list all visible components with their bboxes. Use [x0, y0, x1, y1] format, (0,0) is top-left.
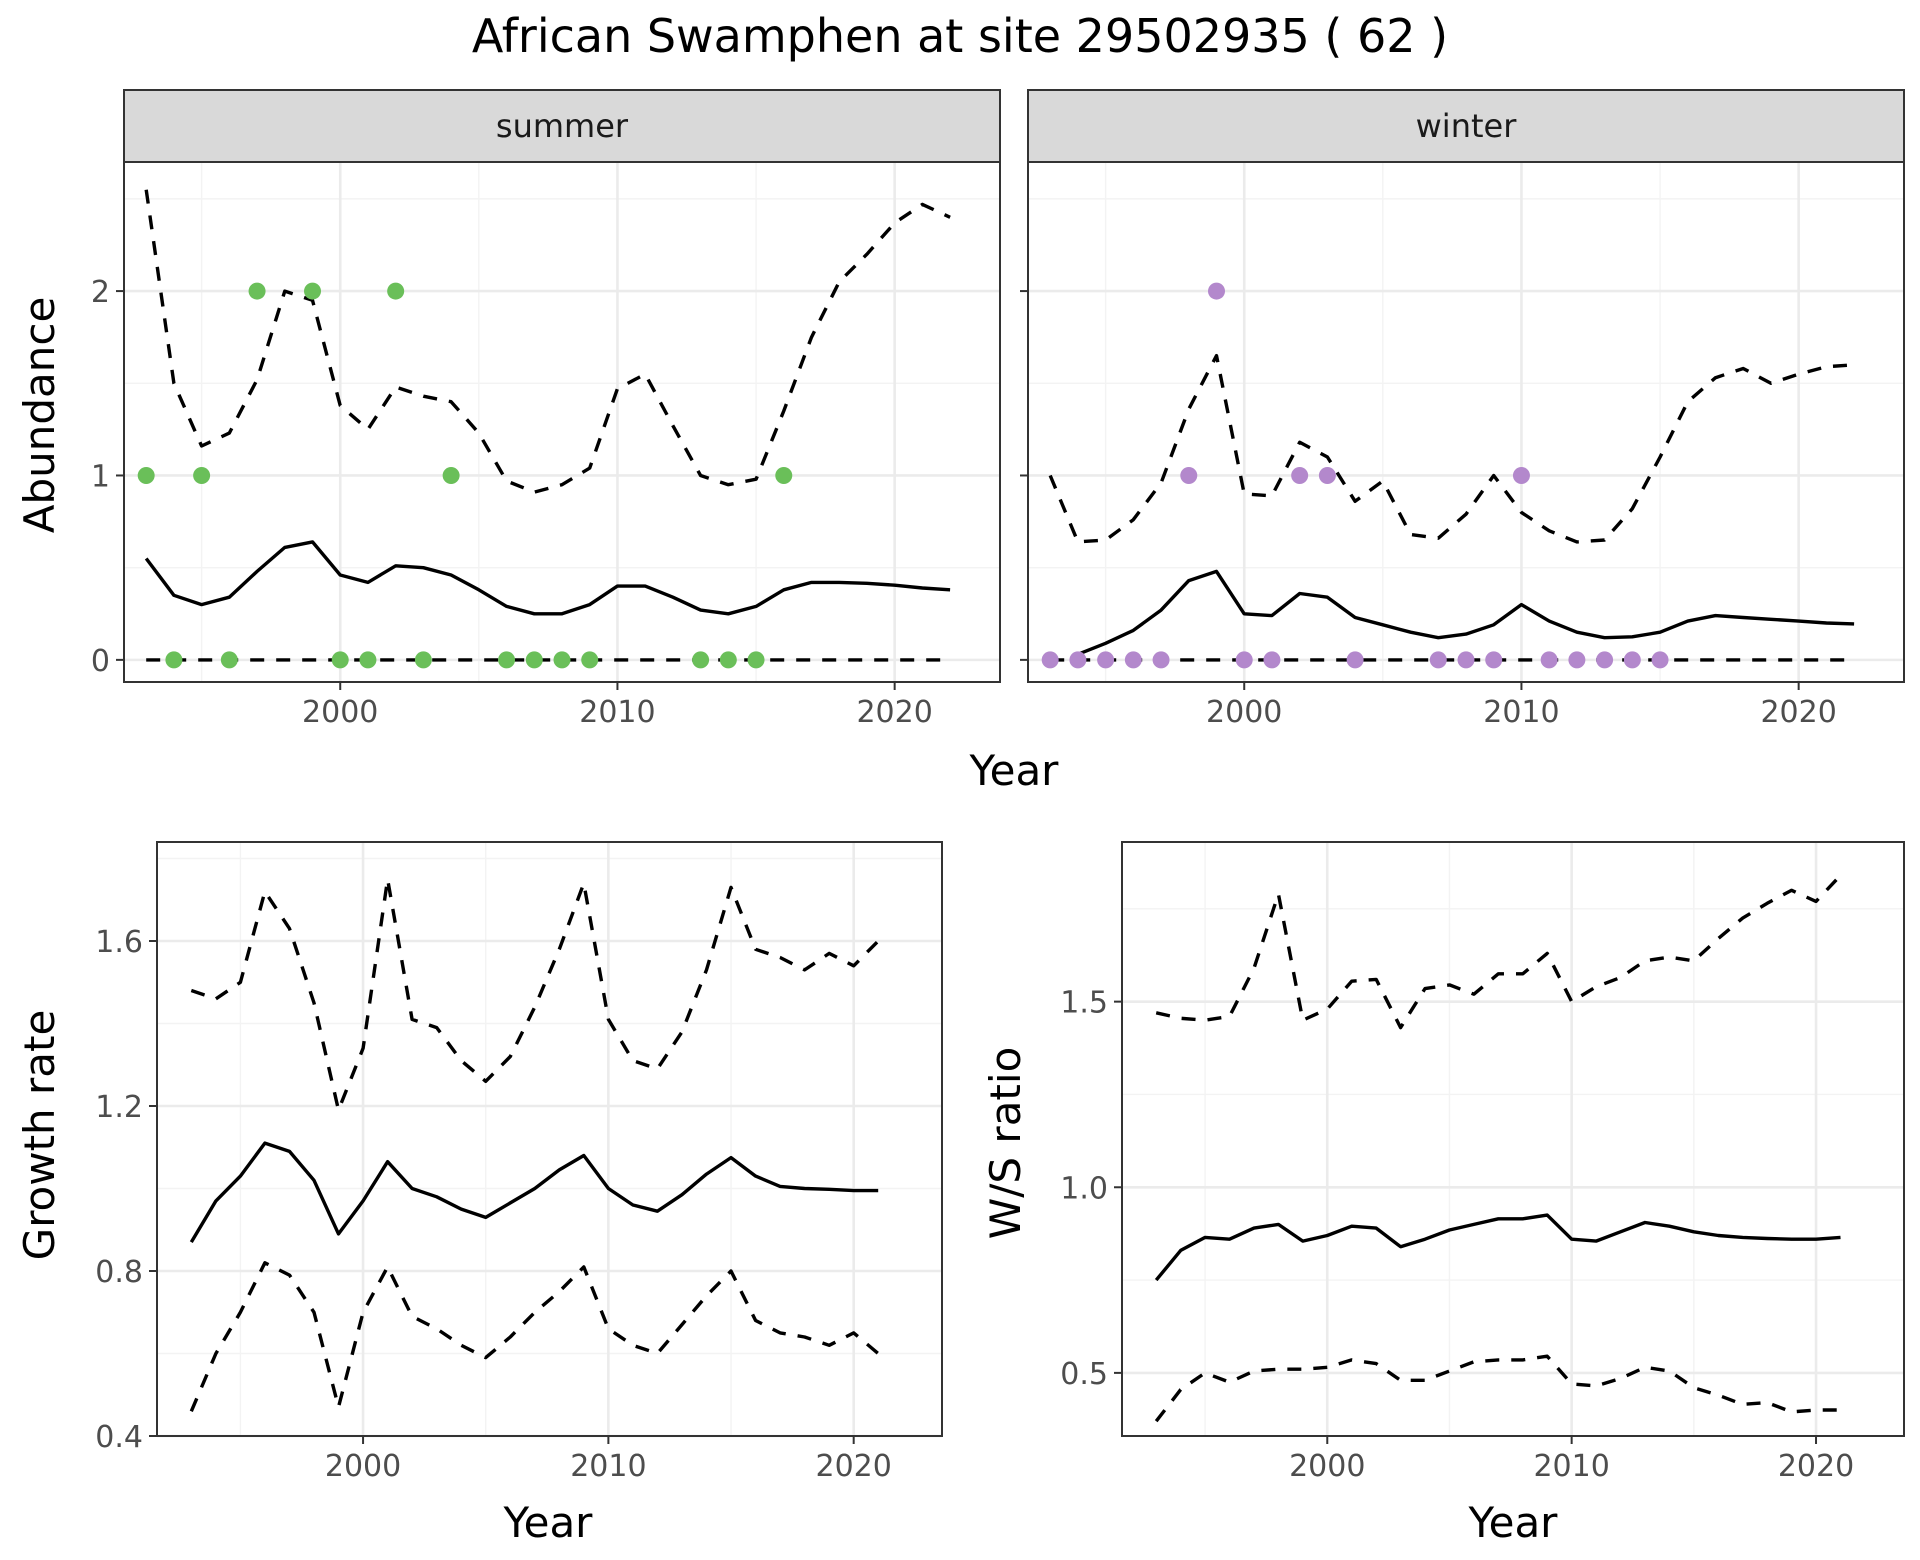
- y-tick-label: 0.5: [1060, 1357, 1108, 1392]
- y-tick-label: 0.4: [95, 1420, 143, 1455]
- series-line-estimate: [1154, 1213, 1841, 1282]
- observation-point: [1180, 466, 1198, 484]
- observation-point: [719, 651, 737, 669]
- y-tick-label: 0.8: [95, 1255, 143, 1290]
- y-tick-label: 1.5: [1060, 986, 1108, 1021]
- series-line-estimate: [189, 1141, 879, 1243]
- series-line-estimate: [144, 540, 951, 616]
- series-line-upper: [190, 877, 880, 1112]
- panel-border: [1121, 841, 1905, 1437]
- x-tick-label: 2020: [1778, 1449, 1854, 1484]
- y-tick-label: 2: [91, 275, 110, 310]
- observation-point: [442, 466, 460, 484]
- plot-background: [1028, 162, 1904, 682]
- abundance-y-axis-label: Abundance: [15, 297, 64, 534]
- series-line-upper: [144, 189, 951, 494]
- x-tick-label: 2000: [1289, 1449, 1365, 1484]
- observation-point: [1097, 651, 1115, 669]
- observation-point: [1346, 651, 1364, 669]
- x-tick-label: 2010: [1483, 695, 1559, 730]
- panel-border: [156, 841, 943, 1437]
- ws-ratio-y-axis-label: W/S ratio: [981, 1047, 1030, 1240]
- series-line-lower: [1154, 1354, 1841, 1423]
- facet-strip-summer: [123, 89, 1001, 163]
- growth-rate-x-axis-label: Year: [503, 1498, 594, 1547]
- x-tick-label: 2020: [856, 695, 932, 730]
- abundance-summer-plot: 2000 2010 2020 0 1 2: [91, 161, 1001, 730]
- x-tick-label: 2000: [325, 1449, 401, 1484]
- ws-ratio-plot: 2000 2010 2020 0.5 1.0 1.5: [1060, 841, 1905, 1484]
- x-tick-label: 2020: [1760, 695, 1836, 730]
- observation-point: [193, 466, 211, 484]
- observation-point: [1041, 651, 1059, 669]
- observation-point: [331, 651, 349, 669]
- growth-rate-plot: 2000 2010 2020 0.4 0.8 1.2 1.6: [95, 841, 943, 1484]
- abundance-winter-panel: winter 2000 2010 2020: [1020, 89, 1905, 730]
- abundance-summer-panel: summer 2000 2010 2020 0 1 2: [91, 89, 1001, 730]
- observation-point: [775, 466, 793, 484]
- x-tick-label: 2010: [579, 695, 655, 730]
- figure-title: African Swamphen at site 29502935 ( 62 ): [472, 9, 1448, 63]
- observation-point: [1124, 651, 1142, 669]
- observation-point: [692, 651, 710, 669]
- panel-border: [1027, 161, 1905, 683]
- observation-point: [1457, 651, 1475, 669]
- observation-point: [1568, 651, 1586, 669]
- y-tick-label: 1.2: [95, 1090, 143, 1125]
- observation-point: [359, 651, 377, 669]
- x-tick-label: 2010: [1533, 1449, 1609, 1484]
- x-tick-label: 2020: [816, 1449, 892, 1484]
- observation-point: [1318, 466, 1336, 484]
- observation-point: [248, 282, 266, 300]
- y-tick-label: 0: [91, 644, 110, 679]
- growth-rate-panel: 2000 2010 2020 0.4 0.8 1.2 1.6 Growth rate Yea…: [15, 841, 943, 1547]
- series-line-upper: [1048, 353, 1855, 544]
- ws-ratio-x-axis-label: Year: [1468, 1498, 1559, 1547]
- observation-point: [525, 651, 543, 669]
- observation-point: [414, 651, 432, 669]
- observation-point: [1540, 651, 1558, 669]
- x-tick-label: 2010: [570, 1449, 646, 1484]
- observation-point: [1208, 282, 1226, 300]
- plot-background: [1122, 842, 1904, 1436]
- observation-point: [1596, 651, 1614, 669]
- series-line-estimate: [1077, 569, 1855, 656]
- x-tick-label: 2000: [302, 695, 378, 730]
- plot-background: [157, 842, 942, 1436]
- observation-point: [137, 466, 155, 484]
- observation-point: [1069, 651, 1087, 669]
- observation-point: [1651, 651, 1669, 669]
- ws-ratio-panel: 2000 2010 2020 0.5 1.0 1.5 W/S ratio Year: [981, 841, 1905, 1547]
- series-line-upper: [1155, 874, 1842, 1030]
- observation-point: [747, 651, 765, 669]
- abundance-x-axis-label: Year: [969, 746, 1060, 795]
- observation-point: [1429, 651, 1447, 669]
- observation-point: [387, 282, 405, 300]
- x-tick-label: 2000: [1206, 695, 1282, 730]
- observation-point: [1263, 651, 1281, 669]
- observation-point: [1291, 466, 1309, 484]
- abundance-winter-plot: 2000 2010 2020: [1020, 161, 1905, 730]
- y-tick-label: 1.0: [1060, 1171, 1108, 1206]
- y-tick-label: 1.6: [95, 925, 143, 960]
- y-tick-label: 1: [91, 459, 110, 494]
- observation-point: [1512, 466, 1530, 484]
- observation-point: [304, 282, 322, 300]
- observation-point: [553, 651, 571, 669]
- facet-label-summer: summer: [496, 107, 629, 145]
- observation-point: [1623, 651, 1641, 669]
- facet-strip-winter: [1027, 89, 1905, 163]
- facet-label-winter: winter: [1416, 107, 1518, 145]
- observation-point: [498, 651, 516, 669]
- growth-rate-y-axis-label: Growth rate: [15, 1010, 64, 1261]
- panel-border: [123, 161, 1001, 683]
- observation-point: [1235, 651, 1253, 669]
- observation-point: [581, 651, 599, 669]
- observation-point: [1485, 651, 1503, 669]
- observation-point: [1152, 651, 1170, 669]
- plot-background: [124, 162, 1000, 682]
- observation-point: [165, 651, 183, 669]
- observation-point: [220, 651, 238, 669]
